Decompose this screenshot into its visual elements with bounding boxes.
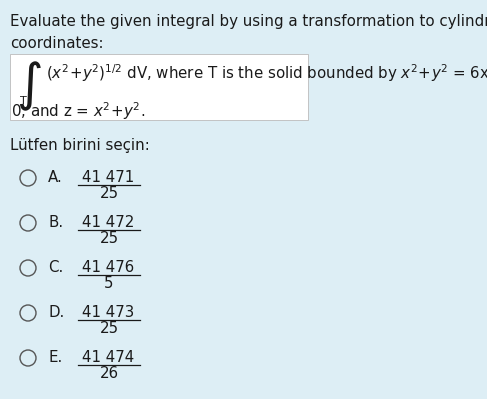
Text: D.: D. [48, 305, 64, 320]
Text: T: T [20, 96, 27, 106]
Text: 5: 5 [104, 276, 114, 291]
Text: 26: 26 [99, 366, 118, 381]
Text: 0, and z = $x^2\!+\!y^2$.: 0, and z = $x^2\!+\!y^2$. [11, 100, 145, 122]
Text: 41 476: 41 476 [82, 260, 134, 275]
Text: Evaluate the given integral by using a transformation to cylindrical: Evaluate the given integral by using a t… [10, 14, 487, 29]
Text: $(x^2\!+\!y^2)^{1/2}$ dV, where T is the solid bounded by $x^2\!+\!y^2$ = 6x, z : $(x^2\!+\!y^2)^{1/2}$ dV, where T is the… [46, 62, 487, 84]
Text: C.: C. [48, 260, 63, 275]
Text: B.: B. [48, 215, 63, 230]
Text: A.: A. [48, 170, 63, 185]
Text: 41 473: 41 473 [82, 305, 134, 320]
Text: 41 472: 41 472 [82, 215, 134, 230]
Text: 41 474: 41 474 [82, 350, 134, 365]
Text: $\int$: $\int$ [16, 60, 42, 113]
Text: 41 471: 41 471 [82, 170, 134, 185]
Text: Lütfen birini seçin:: Lütfen birini seçin: [10, 138, 150, 153]
FancyBboxPatch shape [10, 54, 308, 120]
Text: 25: 25 [99, 231, 118, 246]
Text: 25: 25 [99, 186, 118, 201]
Text: E.: E. [48, 350, 62, 365]
Text: coordinates:: coordinates: [10, 36, 104, 51]
Text: 25: 25 [99, 321, 118, 336]
